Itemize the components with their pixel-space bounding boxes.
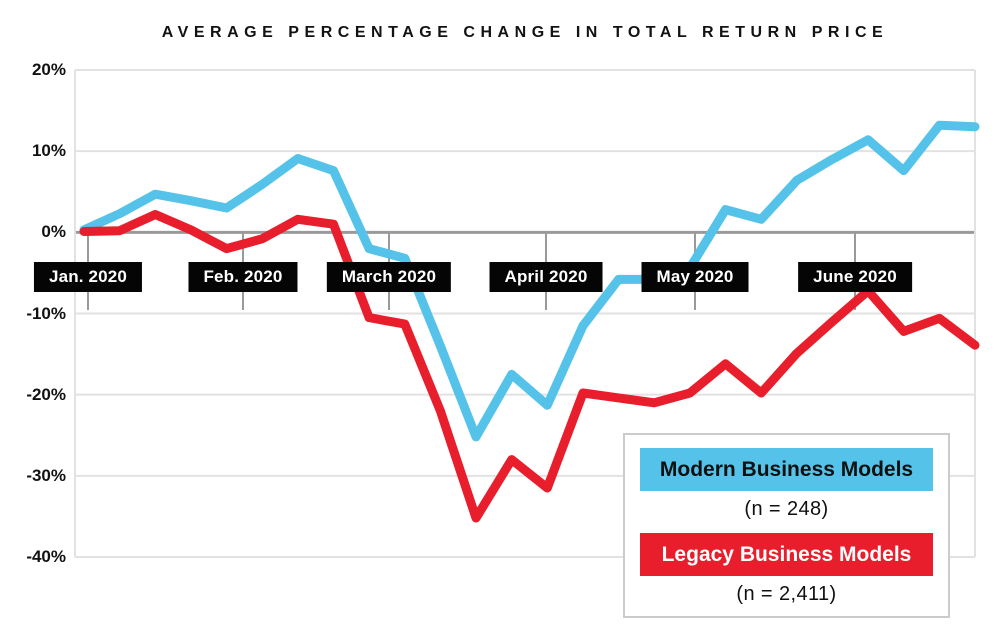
legend-legacy-count: (n = 2,411) — [736, 583, 837, 605]
y-axis-tick-label: -20% — [26, 384, 66, 404]
month-label: May 2020 — [641, 262, 749, 292]
y-axis-tick-label: 0% — [41, 222, 66, 242]
month-label: March 2020 — [326, 262, 452, 292]
month-label: April 2020 — [489, 262, 603, 292]
legacy-series-line — [79, 210, 980, 523]
modern-series-line — [79, 120, 980, 442]
legend-legacy-label: Legacy Business Models — [661, 542, 912, 566]
chart-title: AVERAGE PERCENTAGE CHANGE IN TOTAL RETUR… — [161, 24, 889, 41]
y-axis-tick-label: -10% — [26, 303, 66, 323]
legend: Modern Business Models (n = 248) Legacy … — [623, 433, 950, 618]
y-axis-tick-label: -30% — [26, 465, 66, 485]
month-label: Jan. 2020 — [33, 262, 143, 292]
legend-modern-swatch: Modern Business Models — [640, 448, 933, 491]
y-axis-tick-label: 20% — [31, 60, 66, 79]
legend-modern-count: (n = 248) — [744, 498, 829, 520]
legend-modern-label: Modern Business Models — [659, 457, 914, 481]
y-axis-tick-label: 10% — [31, 141, 66, 161]
legend-legacy-swatch: Legacy Business Models — [640, 533, 933, 576]
month-label: June 2020 — [798, 262, 912, 292]
month-label: Feb. 2020 — [188, 262, 298, 292]
y-axis-tick-label: -40% — [26, 547, 66, 566]
